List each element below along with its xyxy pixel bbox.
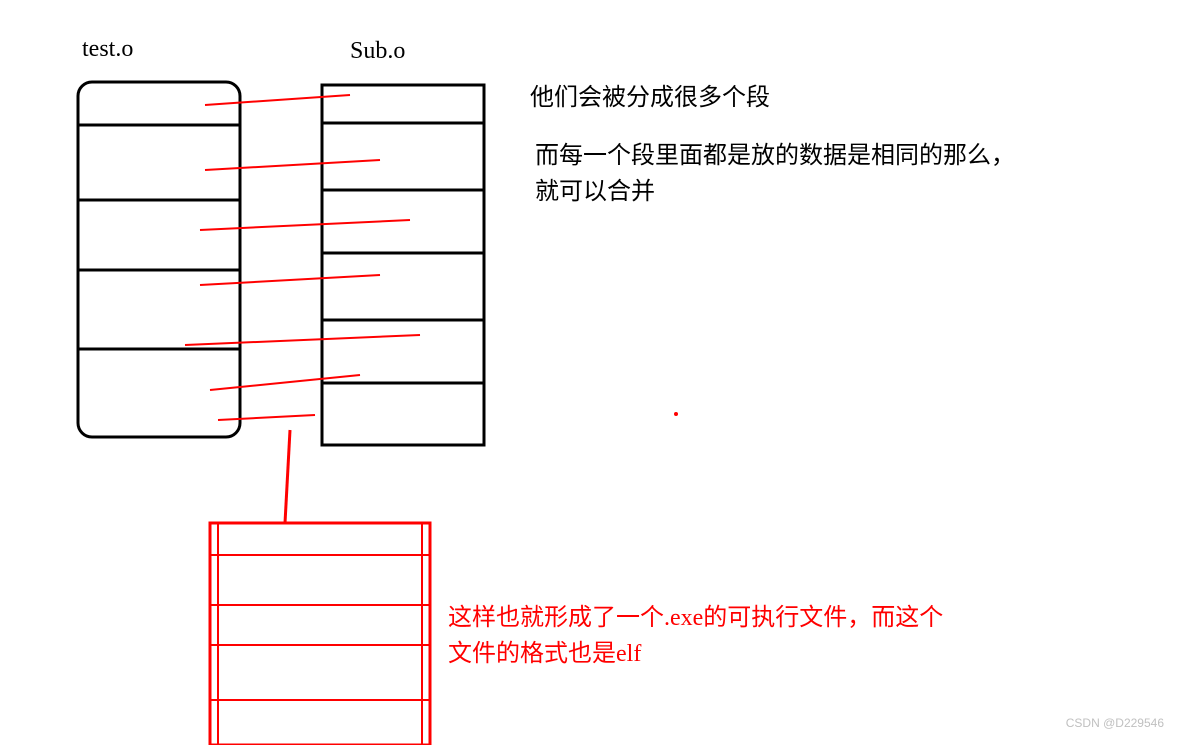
watermark: CSDN @D229546 [1066, 716, 1164, 730]
red-connector-lines [185, 95, 420, 420]
red-dot [674, 412, 678, 416]
left-box [78, 82, 240, 437]
label-test-o: test.o [82, 36, 133, 63]
right-box [322, 85, 484, 445]
merge-arrow [285, 430, 290, 523]
text-merge: 而每一个段里面都是放的数据是相同的那么，就可以合并 [535, 138, 1015, 210]
bottom-box [210, 523, 430, 745]
label-sub-o: Sub.o [350, 38, 405, 65]
text-exe-elf: 这样也就形成了一个.exe的可执行文件，而这个文件的格式也是elf [448, 600, 958, 672]
text-segments: 他们会被分成很多个段 [530, 80, 1030, 116]
